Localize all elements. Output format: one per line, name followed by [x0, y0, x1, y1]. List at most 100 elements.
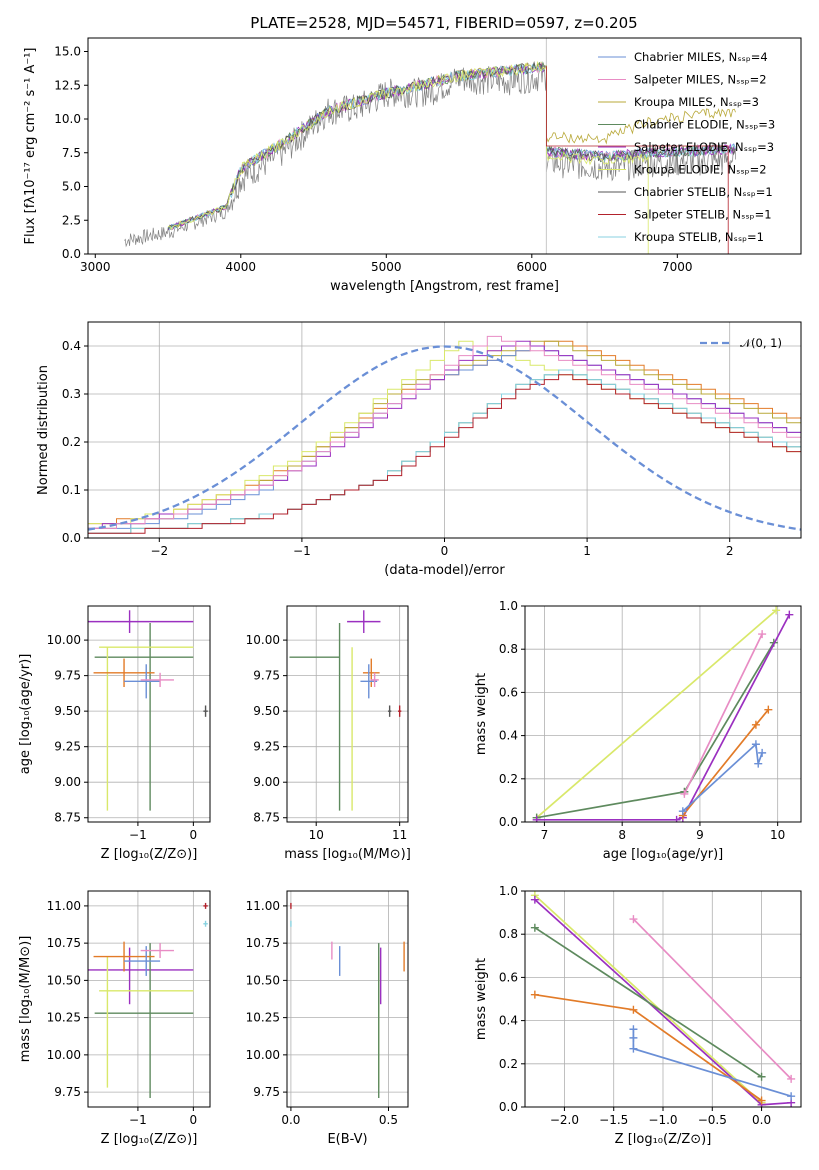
x-tick-label: −2 [150, 544, 168, 558]
weight-point [530, 895, 539, 904]
y-tick-label: 1.0 [499, 884, 518, 898]
y-tick-label: 7.5 [62, 146, 81, 160]
weight-point [629, 915, 638, 924]
plot-area [290, 902, 405, 1099]
x-tick-label: 2 [726, 544, 734, 558]
weight-line [534, 894, 763, 1104]
y-tick-label: 0.1 [62, 483, 81, 497]
x-axis-label: Z [log₁₀(Z/Z⊙)] [615, 1132, 712, 1147]
x-tick-label: −0.5 [698, 1113, 727, 1127]
x-tick-label: 1 [583, 544, 591, 558]
weight-line [536, 609, 777, 819]
weight-point [764, 705, 773, 714]
y-tick-label: 10.75 [47, 936, 81, 950]
x-axis-label: (data-model)/error [384, 563, 505, 578]
y-axis-label: age [log₁₀(age/yr)] [18, 654, 33, 775]
x-tick-label: 3000 [80, 260, 111, 274]
x-tick-label: 0.5 [379, 1113, 398, 1127]
x-tick-label: 5000 [371, 260, 402, 274]
plot-residuals: −2 −1 0 1 2 0.0 0.1 0.2 0.3 0.4 (data-model)/error… [36, 321, 802, 578]
weight-point [532, 815, 541, 822]
plot-age-vs-mass: 10 11 8.75 9.00 9.25 9.50 9.75 10.00 mass [log₁₀… [246, 605, 411, 862]
plot-area [88, 902, 208, 1099]
plot-spectrum: 3000 4000 5000 6000 7000 0.0 2.5 5.0 7.5 10.0 12.5… [23, 37, 802, 294]
plot-frame [524, 605, 802, 823]
y-tick-label: 10.00 [47, 1048, 81, 1062]
legend-entry: Kroupa ELODIE, Nₛₛₚ=2 [634, 163, 767, 177]
x-tick-label: 0 [441, 544, 449, 558]
x-axis-label: E(B-V) [327, 1132, 367, 1147]
y-tick-label: 0.2 [499, 1057, 518, 1071]
y-tick-label: 0.2 [499, 772, 518, 786]
plot-area [289, 610, 402, 811]
plot-area [124, 38, 736, 254]
legend-entry: Salpeter STELIB, Nₛₛₚ=1 [634, 208, 772, 222]
x-axis-label: Z [log₁₀(Z/Z⊙)] [101, 1132, 198, 1147]
y-tick-label: 10.0 [54, 112, 81, 126]
y-tick-label: 9.75 [253, 669, 280, 683]
y-tick-label: 9.00 [54, 775, 81, 789]
weight-point [787, 1092, 796, 1101]
x-tick-label: 0.0 [281, 1113, 300, 1127]
x-tick-label: −2.0 [550, 1113, 579, 1127]
y-tick-label: 0.8 [499, 927, 518, 941]
y-tick-label: 10.00 [47, 633, 81, 647]
x-tick-label: 9 [696, 828, 704, 842]
y-tick-label: 10.50 [47, 973, 81, 987]
x-tick-label: 4000 [226, 260, 257, 274]
plot-frame [87, 605, 211, 823]
y-tick-label: 0.3 [62, 387, 81, 401]
y-tick-label: 9.50 [253, 704, 280, 718]
weight-line [632, 918, 792, 1080]
x-axis-label: wavelength [Angstrom, rest frame] [330, 279, 559, 294]
plot-area [88, 610, 208, 811]
x-tick-label: −1 [129, 1113, 147, 1127]
plot-area [532, 606, 794, 822]
y-tick-label: 9.75 [54, 1085, 81, 1099]
x-tick-label: 0.0 [752, 1113, 771, 1127]
legend-entry: Chabrier STELIB, Nₛₛₚ=1 [634, 185, 773, 199]
y-tick-label: 12.5 [54, 78, 81, 92]
weight-point [530, 990, 539, 999]
y-tick-label: 0.4 [499, 729, 518, 743]
weight-point [758, 748, 767, 757]
plot-mass-vs-Z: −1 0 9.75 10.00 10.25 10.50 10.75 11.00 Z [log₁₀… [18, 890, 211, 1147]
weight-point [629, 1033, 638, 1042]
x-tick-label: −1 [129, 828, 147, 842]
y-tick-label: 9.25 [54, 740, 81, 754]
legend-entry: Salpeter ELODIE, Nₛₛₚ=3 [634, 140, 774, 154]
y-axis-label: Flux [fλ10⁻¹⁷ erg cm⁻² s⁻¹ A⁻¹] [23, 48, 38, 245]
y-tick-label: 0.0 [499, 815, 518, 829]
x-tick-label: 0 [190, 828, 198, 842]
y-tick-label: 0.2 [62, 435, 81, 449]
y-tick-label: 9.00 [253, 775, 280, 789]
x-tick-label: 7 [541, 828, 549, 842]
y-tick-label: 10.25 [47, 1011, 81, 1025]
plot-age-vs-Z: −1 0 8.75 9.00 9.25 9.50 9.75 10.00 Z [log₁₀(Z/Z… [18, 605, 211, 862]
y-tick-label: 10.00 [246, 1048, 280, 1062]
plot-area [88, 335, 801, 534]
plot-frame [286, 605, 409, 823]
legend-entry: Salpeter MILES, Nₛₛₚ=2 [634, 73, 767, 87]
y-tick-label: 11.00 [246, 899, 280, 913]
x-tick-label: 11 [392, 828, 407, 842]
weight-point [785, 610, 794, 619]
weight-point [629, 1044, 638, 1053]
legend-entry: 𝒩(0, 1) [740, 336, 782, 350]
legend-entry: Kroupa MILES, Nₛₛₚ=3 [634, 95, 759, 109]
weight-point [757, 1096, 766, 1105]
legend-entry: Chabrier MILES, Nₛₛₚ=4 [634, 50, 768, 64]
y-tick-label: 8.75 [54, 811, 81, 825]
y-axis-label: mass weight [474, 673, 489, 755]
histogram-series [88, 374, 801, 534]
weight-point [672, 815, 681, 822]
weight-point [530, 923, 539, 932]
legend-entry: Kroupa STELIB, Nₛₛₚ=1 [634, 230, 764, 244]
y-tick-label: 10.00 [246, 633, 280, 647]
plot-weight-vs-age: 7 8 9 10 0.0 0.2 0.4 0.6 0.8 1.0 age [log₁₀(age/yr… [474, 599, 802, 862]
y-tick-label: 11.00 [47, 899, 81, 913]
plot-weight-vs-Z: −2.0 −1.5 −1.0 −0.5 0.0 0.0 0.2 0.4 0.6 0.8 1.0 Z [… [474, 884, 802, 1147]
x-axis-label: mass [log₁₀(M/M⊙)] [284, 847, 411, 862]
y-tick-label: 5.0 [62, 180, 81, 194]
